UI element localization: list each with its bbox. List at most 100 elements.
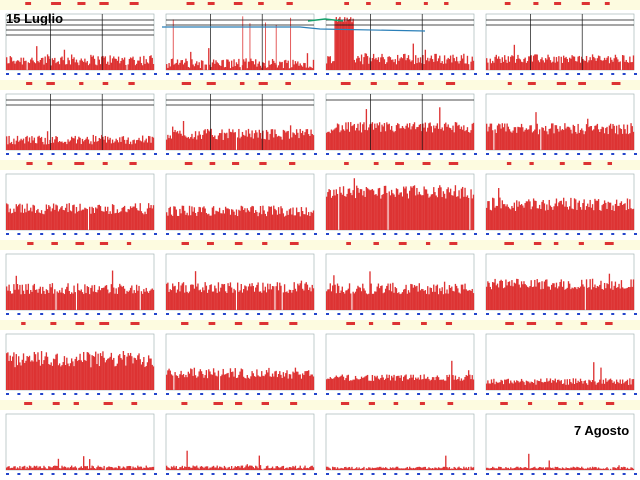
data-bar	[139, 203, 141, 230]
data-bar	[433, 468, 435, 470]
data-bar	[619, 288, 621, 310]
panel-svg-18	[160, 320, 320, 395]
data-bar	[172, 283, 174, 310]
axis-tick	[268, 473, 272, 475]
data-bar	[392, 282, 394, 310]
data-bar	[55, 136, 57, 150]
data-bar	[430, 468, 433, 470]
chart-panel-5	[0, 80, 160, 160]
data-bar	[205, 370, 208, 390]
data-bar	[61, 206, 63, 230]
header-mark	[398, 82, 409, 85]
data-bar	[293, 372, 295, 390]
axis-tick	[302, 473, 306, 475]
data-bar	[577, 467, 579, 470]
data-bar	[465, 289, 467, 310]
data-bar	[583, 134, 585, 150]
data-bar	[540, 208, 542, 230]
data-bar	[558, 202, 560, 230]
data-bar	[591, 54, 594, 70]
data-bar	[246, 290, 248, 310]
data-bar	[263, 210, 265, 230]
data-bar	[232, 209, 234, 230]
data-bar	[591, 380, 594, 390]
data-bar	[89, 143, 91, 150]
data-bar	[210, 284, 212, 310]
data-bar	[532, 286, 535, 310]
data-bar	[512, 383, 514, 390]
data-bar	[223, 284, 226, 310]
header-mark	[448, 162, 459, 165]
data-bar	[188, 291, 191, 310]
data-bar	[516, 132, 518, 150]
axis-tick	[177, 393, 181, 395]
data-bar	[447, 468, 449, 470]
data-bar	[146, 362, 149, 390]
data-bar	[575, 61, 577, 70]
data-bar	[517, 206, 519, 230]
axis-tick	[97, 233, 101, 235]
data-bar	[371, 467, 374, 470]
data-bar	[494, 56, 496, 70]
axis-tick	[348, 393, 352, 395]
data-bar	[68, 141, 70, 150]
data-bar	[16, 467, 19, 470]
data-bar	[180, 370, 182, 390]
data-bar	[341, 286, 343, 310]
data-bar	[56, 205, 58, 230]
data-bar	[99, 138, 102, 150]
data-bar	[544, 58, 547, 70]
data-bar	[150, 55, 152, 70]
data-bar	[46, 356, 49, 390]
data-bar	[350, 380, 352, 390]
data-bar	[507, 206, 510, 230]
data-bar	[606, 283, 608, 310]
data-bar	[217, 468, 220, 470]
data-bar	[382, 194, 384, 230]
data-bar	[449, 188, 452, 230]
data-bar	[203, 130, 205, 150]
data-bar	[350, 192, 352, 230]
data-bar	[22, 466, 25, 470]
data-bar	[132, 363, 134, 390]
data-bar	[199, 68, 202, 70]
data-bar	[429, 196, 431, 230]
data-bar	[575, 199, 577, 230]
axis-tick	[554, 473, 558, 475]
data-bar	[244, 61, 246, 70]
data-bar	[199, 466, 202, 470]
data-bar	[630, 123, 632, 150]
data-bar	[191, 206, 193, 230]
data-bar	[287, 292, 289, 310]
data-bar	[283, 468, 286, 470]
data-bar	[548, 460, 550, 470]
data-bar	[57, 211, 60, 230]
data-bar	[411, 284, 413, 310]
data-bar	[76, 283, 79, 310]
data-bar	[498, 287, 500, 310]
data-bar	[99, 64, 102, 70]
data-bar	[197, 376, 199, 390]
data-bar	[256, 132, 258, 150]
data-bar	[372, 190, 375, 230]
data-bar	[175, 62, 177, 70]
data-bar	[549, 289, 552, 310]
data-bar	[292, 371, 294, 390]
data-bar	[469, 374, 471, 390]
data-bar	[222, 139, 224, 150]
data-bar	[310, 291, 312, 310]
axis-tick	[119, 233, 123, 235]
data-bar	[489, 209, 491, 230]
chart-panel-14	[160, 240, 320, 320]
data-bar	[366, 374, 369, 390]
data-bar	[378, 122, 381, 150]
data-bar	[147, 292, 150, 310]
axis-tick	[405, 153, 409, 155]
data-bar	[495, 285, 497, 310]
data-bar	[352, 18, 354, 70]
data-bar	[56, 61, 58, 70]
data-bar	[412, 186, 414, 230]
chart-panel-12	[480, 160, 640, 240]
data-bar	[86, 352, 88, 390]
data-bar	[280, 467, 282, 470]
